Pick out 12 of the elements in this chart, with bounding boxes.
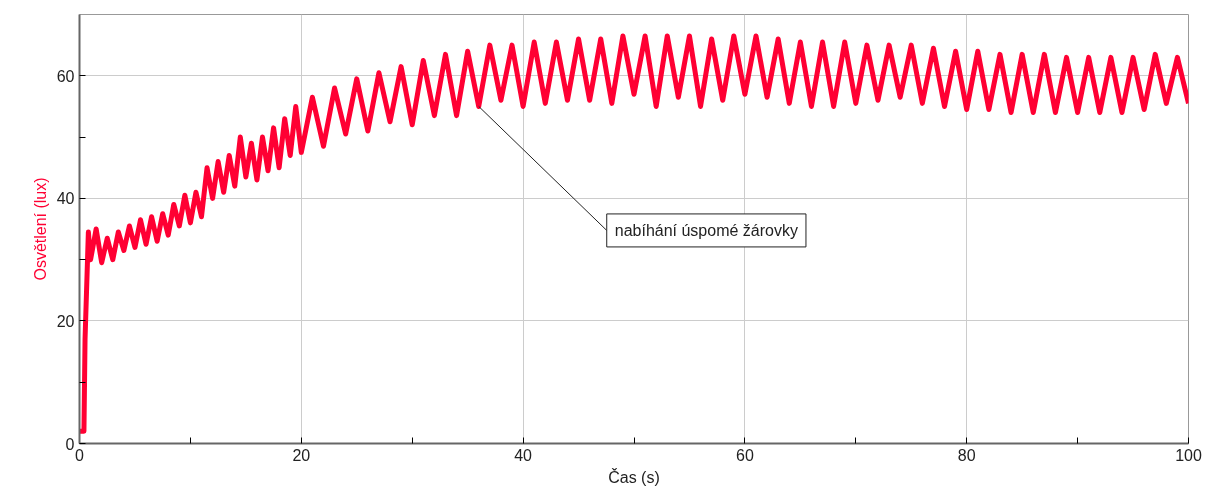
x-tick-label: 100 bbox=[1175, 446, 1202, 464]
annotation: nabíhání úspomé žárovky bbox=[614, 221, 798, 239]
x-tick-label: 80 bbox=[957, 446, 976, 464]
x-tick-label: 60 bbox=[736, 446, 754, 464]
y-axis-title: Osvětlení (lux) bbox=[31, 177, 49, 281]
x-tick-label: 40 bbox=[514, 446, 533, 464]
x-axis-title: Čas (s) bbox=[608, 467, 660, 486]
y-tick-label: 40 bbox=[56, 190, 75, 208]
y-tick-label: 20 bbox=[56, 312, 75, 330]
y-tick-label: 0 bbox=[65, 435, 75, 453]
x-tick-label: 20 bbox=[292, 446, 311, 464]
y-tick-label: 60 bbox=[56, 67, 75, 85]
